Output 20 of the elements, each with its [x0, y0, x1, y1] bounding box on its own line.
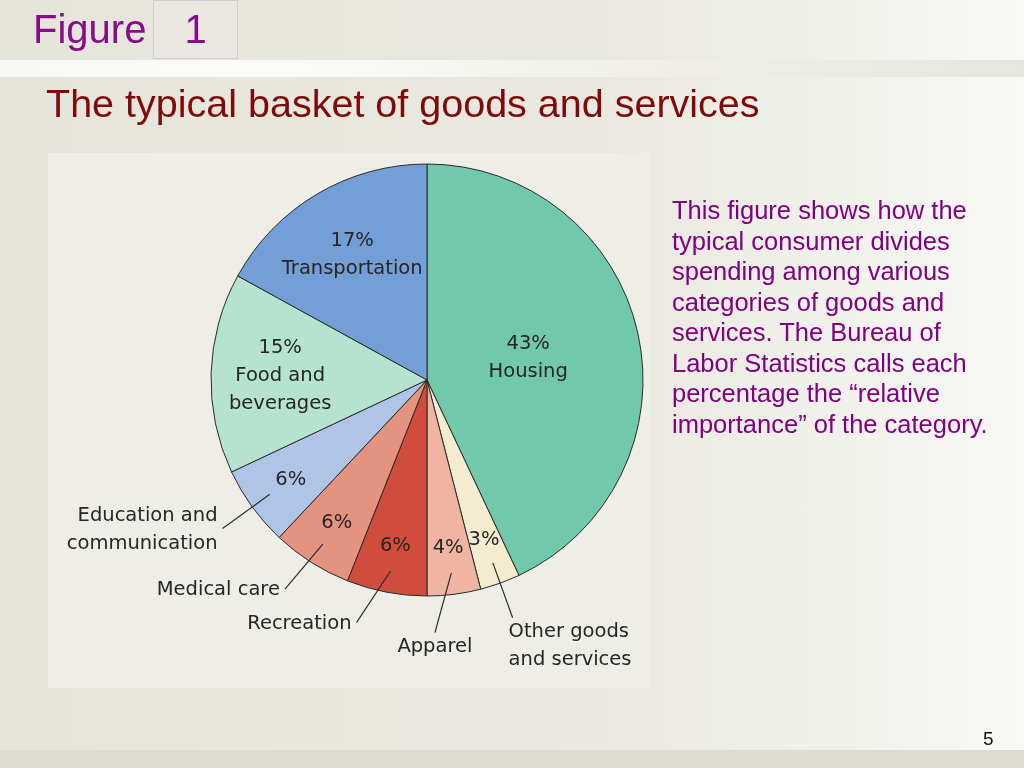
caption: Figure 1	[33, 6, 208, 53]
data-label: 17%	[330, 227, 374, 251]
slice-label: Recreation	[247, 610, 352, 634]
data-label: 6%	[379, 533, 411, 557]
data-label: 6%	[321, 510, 353, 534]
slice-label: Transportation	[280, 255, 423, 279]
data-label: 4%	[432, 535, 464, 559]
slice-label: Housing	[488, 359, 568, 383]
data-label: 15%	[258, 335, 302, 359]
slice-label: Other goods and services	[508, 618, 632, 670]
data-label: 3%	[468, 526, 500, 550]
slice-label: Apparel	[397, 633, 473, 657]
text: This figure shows how the typical consumer divides spending among various categories of goods and services. The Bureau of Labor Statistics calls each percentage the “relative importance” of the category.	[672, 195, 989, 439]
text: 5	[983, 728, 994, 750]
slice-label: Medical care	[156, 577, 280, 601]
chart-title: The typical basket of goods and services	[46, 81, 760, 126]
slice-label: Education and communication	[66, 502, 218, 554]
data-label: 43%	[506, 331, 550, 355]
data-label: 6%	[275, 467, 307, 491]
slice-label: Food and beverages	[228, 363, 332, 415]
